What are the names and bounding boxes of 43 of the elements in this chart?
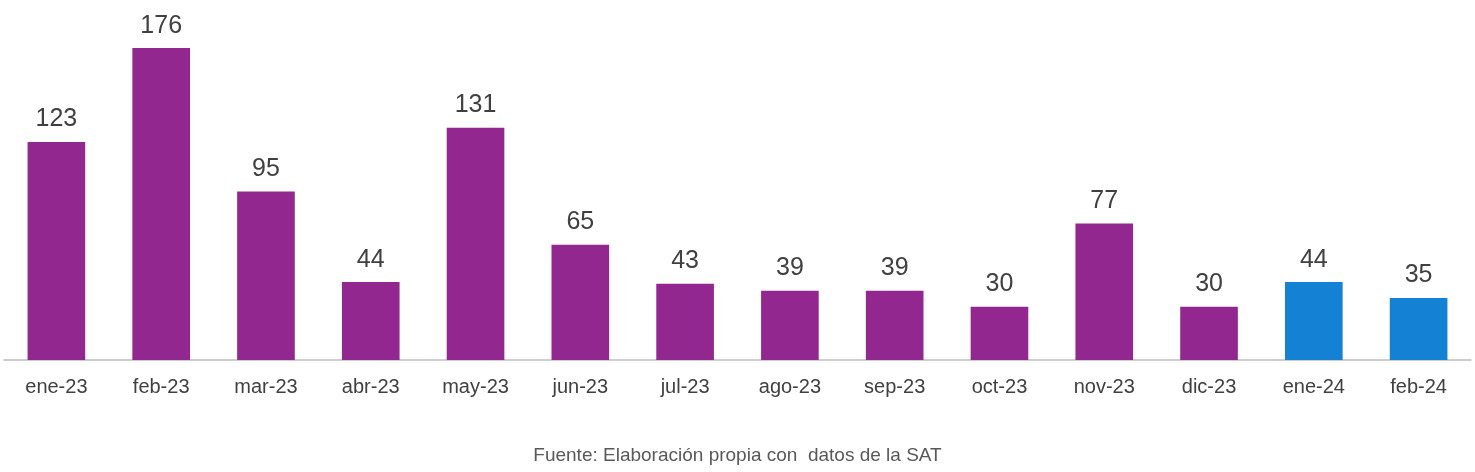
bar bbox=[761, 290, 819, 360]
data-label: 65 bbox=[566, 206, 595, 235]
x-tick-label: sep-23 bbox=[864, 375, 926, 397]
bar bbox=[865, 290, 924, 360]
data-label: 44 bbox=[1299, 243, 1328, 272]
source-note: Fuente: Elaboración propia con datos de la SAT bbox=[533, 444, 943, 465]
data-label: 39 bbox=[880, 252, 909, 281]
x-tick-label: oct-23 bbox=[971, 375, 1028, 397]
bar bbox=[551, 244, 610, 360]
bar bbox=[1389, 297, 1448, 360]
bar bbox=[446, 127, 505, 360]
data-label: 30 bbox=[985, 268, 1014, 297]
bar bbox=[132, 48, 190, 360]
bar bbox=[237, 191, 295, 360]
data-label: 30 bbox=[1195, 268, 1223, 297]
data-label: 43 bbox=[671, 245, 700, 274]
data-label: 95 bbox=[252, 153, 280, 182]
x-tick-label: jun-23 bbox=[551, 375, 609, 397]
data-label: 39 bbox=[775, 252, 804, 281]
data-label: 131 bbox=[454, 89, 497, 118]
x-tick-label: nov-23 bbox=[1073, 375, 1135, 397]
bar bbox=[27, 141, 86, 360]
data-label: 77 bbox=[1090, 185, 1119, 213]
x-tick-label: ene-23 bbox=[25, 375, 88, 397]
x-tick-label: mar-23 bbox=[234, 375, 298, 397]
bar bbox=[1075, 223, 1134, 360]
x-tick-label: dic-23 bbox=[1181, 375, 1237, 397]
x-tick-label: feb-23 bbox=[132, 375, 190, 397]
bar bbox=[656, 283, 714, 360]
data-label: 176 bbox=[140, 9, 183, 38]
x-tick-label: ene-24 bbox=[1282, 375, 1345, 397]
bar bbox=[1180, 306, 1238, 360]
bar bbox=[1285, 282, 1343, 360]
x-tick-label: jul-23 bbox=[659, 375, 710, 397]
bar bbox=[970, 306, 1029, 360]
x-tick-label: may-23 bbox=[442, 375, 509, 397]
x-tick-label: ago-23 bbox=[758, 375, 822, 397]
x-tick-label: feb-24 bbox=[1390, 375, 1447, 397]
data-label: 35 bbox=[1404, 259, 1433, 288]
x-tick-label: abr-23 bbox=[341, 375, 400, 397]
bar bbox=[341, 282, 400, 360]
data-label: 123 bbox=[35, 103, 78, 132]
data-label: 44 bbox=[356, 243, 385, 272]
